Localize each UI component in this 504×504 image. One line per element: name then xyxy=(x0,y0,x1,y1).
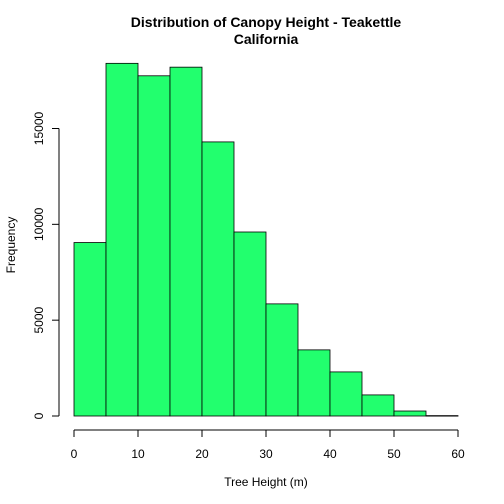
x-tick-label-1: 10 xyxy=(131,447,145,461)
bar-2 xyxy=(137,75,171,417)
bar-6 xyxy=(265,303,299,417)
chart-title-line-2: California xyxy=(234,31,299,47)
y-tick-label-0: 0 xyxy=(32,412,46,419)
y-axis: 0 5000 10000 15000 xyxy=(32,111,60,419)
bar-3 xyxy=(169,66,203,417)
bar-10 xyxy=(393,410,427,417)
chart-title: Distribution of Canopy Height - Teakettl… xyxy=(131,14,402,47)
chart-title-line-1: Distribution of Canopy Height - Teakettl… xyxy=(131,14,402,30)
bar-7 xyxy=(297,349,331,417)
y-tick-label-2: 10000 xyxy=(32,207,46,241)
x-tick-label-6: 60 xyxy=(451,447,465,461)
bar-9 xyxy=(361,394,395,417)
x-axis: 0 10 20 30 40 50 60 xyxy=(71,429,465,461)
x-tick-label-0: 0 xyxy=(71,447,78,461)
bar-5 xyxy=(233,231,267,417)
x-tick-label-4: 40 xyxy=(323,447,337,461)
bar-0 xyxy=(73,242,107,417)
bar-8 xyxy=(329,371,363,417)
bar-1 xyxy=(105,62,139,417)
x-tick-label-3: 30 xyxy=(259,447,273,461)
x-tick-label-2: 20 xyxy=(195,447,209,461)
x-tick-label-5: 50 xyxy=(387,447,401,461)
bar-4 xyxy=(201,141,235,417)
bar-11 xyxy=(425,415,459,417)
bars xyxy=(73,62,459,417)
y-axis-label: Frequency xyxy=(4,217,18,274)
y-tick-label-3: 15000 xyxy=(32,111,46,145)
y-tick-label-1: 5000 xyxy=(32,306,46,333)
x-axis-label: Tree Height (m) xyxy=(224,475,308,489)
